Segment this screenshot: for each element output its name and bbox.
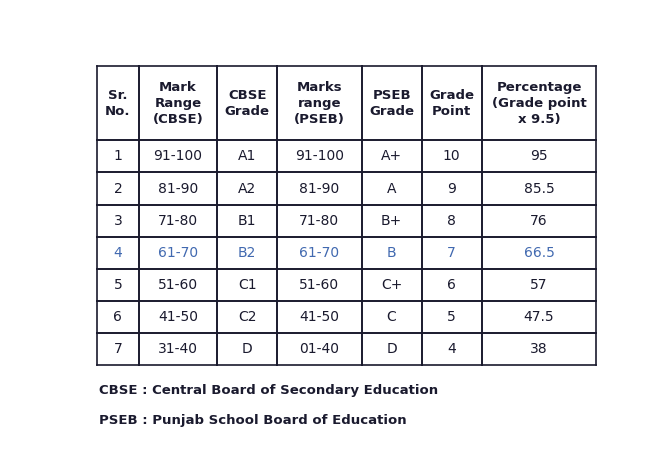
Text: A: A — [387, 181, 397, 196]
Text: CBSE
Grade: CBSE Grade — [225, 88, 270, 118]
Text: A1: A1 — [238, 150, 256, 163]
Text: 71-80: 71-80 — [299, 214, 340, 228]
Text: B1: B1 — [238, 214, 256, 228]
Text: C: C — [386, 310, 397, 324]
Text: A2: A2 — [238, 181, 256, 196]
Text: 1: 1 — [113, 150, 122, 163]
Text: 41-50: 41-50 — [158, 310, 198, 324]
Text: 7: 7 — [448, 246, 456, 260]
Text: 61-70: 61-70 — [158, 246, 198, 260]
Text: C1: C1 — [238, 278, 256, 292]
Text: Sr.
No.: Sr. No. — [105, 88, 131, 118]
Text: 10: 10 — [443, 150, 460, 163]
Text: 5: 5 — [448, 310, 456, 324]
Text: 5: 5 — [113, 278, 122, 292]
Text: Grade
Point: Grade Point — [429, 88, 474, 118]
Text: C2: C2 — [238, 310, 256, 324]
Text: B+: B+ — [381, 214, 402, 228]
Text: PSEB : Punjab School Board of Education: PSEB : Punjab School Board of Education — [99, 414, 407, 427]
Text: 61-70: 61-70 — [299, 246, 340, 260]
Text: PSEB
Grade: PSEB Grade — [369, 88, 414, 118]
Text: 81-90: 81-90 — [299, 181, 340, 196]
Text: 57: 57 — [530, 278, 548, 292]
Text: 66.5: 66.5 — [523, 246, 554, 260]
Text: A+: A+ — [381, 150, 402, 163]
Text: 51-60: 51-60 — [299, 278, 340, 292]
Text: 2: 2 — [113, 181, 122, 196]
Text: 9: 9 — [448, 181, 456, 196]
Text: 38: 38 — [530, 342, 548, 357]
Text: 8: 8 — [448, 214, 456, 228]
Text: 51-60: 51-60 — [158, 278, 198, 292]
Text: 71-80: 71-80 — [158, 214, 198, 228]
Text: 3: 3 — [113, 214, 122, 228]
Text: 95: 95 — [530, 150, 548, 163]
Text: 4: 4 — [448, 342, 456, 357]
Text: 81-90: 81-90 — [158, 181, 198, 196]
Text: B2: B2 — [238, 246, 256, 260]
Text: 91-100: 91-100 — [154, 150, 203, 163]
Text: 31-40: 31-40 — [158, 342, 198, 357]
Text: D: D — [386, 342, 397, 357]
Text: 7: 7 — [113, 342, 122, 357]
Text: 01-40: 01-40 — [299, 342, 340, 357]
Text: 47.5: 47.5 — [523, 310, 554, 324]
Text: 91-100: 91-100 — [295, 150, 344, 163]
Text: Marks
range
(PSEB): Marks range (PSEB) — [294, 81, 345, 126]
Text: 76: 76 — [530, 214, 548, 228]
Text: C+: C+ — [381, 278, 403, 292]
Text: 6: 6 — [113, 310, 122, 324]
Text: 85.5: 85.5 — [523, 181, 554, 196]
Text: 6: 6 — [448, 278, 456, 292]
Text: Percentage
(Grade point
x 9.5): Percentage (Grade point x 9.5) — [492, 81, 586, 126]
Text: B: B — [386, 246, 397, 260]
Text: Mark
Range
(CBSE): Mark Range (CBSE) — [153, 81, 203, 126]
Text: CBSE : Central Board of Secondary Education: CBSE : Central Board of Secondary Educat… — [99, 384, 439, 397]
Text: D: D — [242, 342, 252, 357]
Text: 41-50: 41-50 — [299, 310, 340, 324]
Text: 4: 4 — [113, 246, 122, 260]
